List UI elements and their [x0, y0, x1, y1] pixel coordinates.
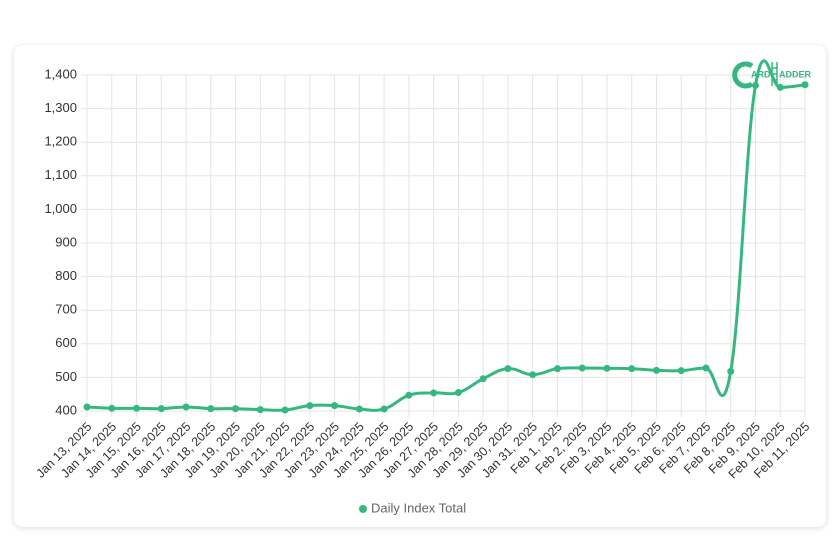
point — [232, 405, 240, 413]
y-tick-label: 1,200 — [44, 134, 77, 149]
point — [702, 364, 710, 372]
logo-text: ADDER — [779, 69, 812, 79]
y-tick-label: 700 — [55, 302, 77, 317]
point — [256, 406, 264, 414]
point — [306, 402, 314, 410]
point — [479, 375, 487, 383]
point — [207, 405, 215, 413]
y-tick-label: 800 — [55, 268, 77, 283]
logo-c — [732, 61, 754, 89]
point — [553, 365, 561, 373]
point — [677, 367, 685, 375]
chart-card — [14, 45, 826, 527]
point — [628, 365, 636, 373]
point — [801, 81, 809, 89]
point — [380, 405, 388, 413]
point — [578, 364, 586, 372]
point — [331, 402, 339, 410]
y-tick-label: 1,300 — [44, 100, 77, 115]
point — [281, 406, 289, 414]
y-tick-label: 400 — [55, 402, 77, 417]
point — [652, 366, 660, 374]
y-tick-label: 500 — [55, 369, 77, 384]
point — [751, 81, 759, 89]
point — [157, 405, 165, 413]
point — [603, 364, 611, 372]
point — [430, 389, 438, 397]
point — [182, 403, 190, 411]
legend-marker — [359, 505, 367, 513]
point — [405, 391, 413, 399]
point — [133, 404, 141, 412]
y-tick-label: 600 — [55, 335, 77, 350]
point — [504, 365, 512, 373]
point — [83, 403, 91, 411]
point — [355, 405, 363, 413]
point — [727, 367, 735, 375]
logo-ladder — [771, 62, 778, 86]
logo-text: ARD — [751, 69, 771, 79]
point — [454, 389, 462, 397]
logo: ARD ADDER — [732, 61, 812, 89]
y-tick-label: 1,000 — [44, 201, 77, 216]
line — [86, 59, 806, 412]
y-tick-label: 1,100 — [44, 167, 77, 182]
point — [529, 371, 537, 379]
point — [776, 83, 784, 91]
y-tick-label: 900 — [55, 234, 77, 249]
point — [108, 404, 116, 412]
legend-label: Daily Index Total — [371, 500, 466, 515]
y-tick-label: 1,400 — [44, 66, 77, 81]
